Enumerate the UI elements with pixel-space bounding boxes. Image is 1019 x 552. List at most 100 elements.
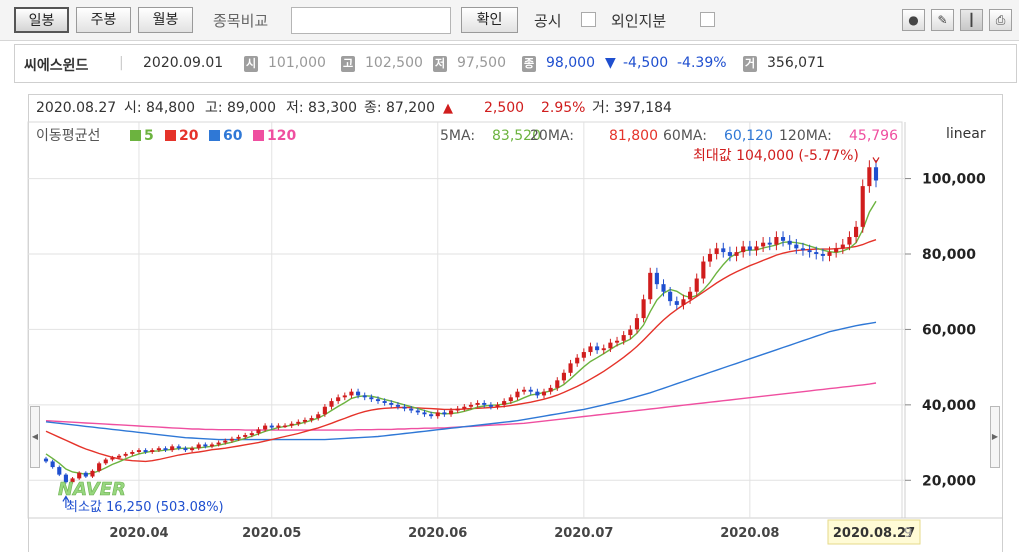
confirm-button[interactable]: 확인: [461, 7, 518, 33]
candle: [409, 408, 414, 411]
candle: [475, 402, 480, 405]
candle: [628, 329, 633, 336]
candle: [395, 404, 400, 407]
toolbar: 일봉 주봉 월봉 종목비교 확인 공시 외인지분 ● ✎ ┃ ⎙: [0, 0, 1019, 41]
ma120-line: [45, 382, 877, 431]
candle: [867, 167, 872, 187]
ma60-line: [45, 321, 877, 441]
candle: [302, 419, 308, 422]
candle: [555, 380, 560, 388]
candle: [309, 418, 314, 420]
candle: [356, 391, 361, 396]
candle: [701, 261, 706, 279]
candle: [528, 389, 533, 392]
candle: [707, 254, 713, 262]
stock-name: 씨에스윈드: [24, 58, 89, 74]
candle: [688, 291, 693, 300]
weekly-button[interactable]: 주봉: [76, 7, 131, 33]
candle: [873, 167, 879, 181]
ma20-line: [45, 239, 877, 463]
ma-value-label: 5MA:: [440, 128, 475, 144]
candle: [568, 363, 573, 373]
candle: [269, 425, 274, 428]
candle: [814, 252, 819, 254]
candle-close-label: 종:: [364, 100, 382, 116]
candle: [50, 461, 55, 468]
candle: [263, 425, 268, 430]
candle: [741, 246, 746, 253]
min-arrow-head: [62, 495, 70, 502]
scroll-right-button[interactable]: ▶: [990, 406, 1000, 468]
candle: [548, 387, 553, 392]
candle: [216, 442, 221, 445]
foreign-label: 외인지분: [611, 12, 667, 30]
y-tick-label: 60,000: [922, 322, 976, 338]
compare-input[interactable]: [291, 7, 451, 34]
ma-value: 81,800: [609, 128, 658, 144]
volume-badge: 거: [743, 56, 757, 72]
scale-label: linear: [946, 126, 986, 142]
candle: [203, 444, 208, 447]
candle: [389, 402, 394, 405]
lightbulb-icon[interactable]: ●: [902, 9, 925, 31]
candle: [535, 391, 540, 396]
candle: [807, 250, 812, 253]
daily-button[interactable]: 일봉: [14, 7, 69, 33]
candle: [488, 404, 493, 407]
candle: [455, 408, 460, 411]
max-annotation: 최대값 104,000 (-5.77%): [693, 148, 859, 164]
candle-close: 87,200: [386, 100, 435, 116]
candle: [674, 301, 679, 305]
legend-title: 이동평균선: [36, 128, 100, 144]
change-arrow: ▼: [605, 55, 616, 71]
y-tick-label: 20,000: [922, 473, 976, 489]
candle: [402, 406, 407, 409]
candle: [63, 474, 68, 483]
candle: [508, 397, 513, 402]
candle: [143, 450, 148, 452]
candle: [767, 242, 772, 245]
candle: [601, 348, 606, 351]
foreign-checkbox[interactable]: [700, 12, 715, 27]
ma5-line: [45, 200, 877, 476]
y-tick-label: 80,000: [922, 247, 976, 263]
legend-swatch: [130, 130, 141, 141]
candle: [103, 459, 108, 464]
candle-change: 2,500: [484, 100, 524, 116]
candle: [123, 453, 128, 456]
candle: [336, 397, 341, 402]
close-badge: 종: [522, 56, 536, 72]
open-value: 101,000: [268, 55, 326, 71]
candle: [854, 226, 859, 238]
disclosure-checkbox[interactable]: [581, 12, 596, 27]
candle: [209, 444, 215, 447]
candle: [170, 446, 175, 451]
ma-value: 83,520: [492, 128, 541, 144]
candle: [634, 318, 640, 330]
candle: [575, 357, 580, 364]
candle: [190, 448, 195, 451]
candle: [608, 342, 613, 349]
candle: [734, 252, 739, 256]
candle: [561, 372, 566, 381]
candle: [800, 248, 806, 251]
candle: [256, 429, 261, 434]
x-tick-label: 2020.08: [720, 526, 779, 541]
candle: [369, 397, 374, 400]
candle: [316, 414, 321, 419]
candle: [502, 401, 507, 405]
scroll-left-button[interactable]: ◀: [30, 406, 40, 468]
candle: [223, 440, 228, 443]
candle-type-icon[interactable]: ┃: [960, 9, 983, 31]
legend-label: 5: [144, 128, 154, 144]
print-icon[interactable]: ⎙: [989, 9, 1012, 31]
candle: [820, 254, 825, 256]
candle: [90, 470, 95, 477]
legend-label: 60: [223, 128, 243, 144]
draw-line-icon[interactable]: ✎: [931, 9, 954, 31]
monthly-button[interactable]: 월봉: [138, 7, 193, 33]
candle: [588, 346, 593, 353]
plot-area: [27, 121, 903, 519]
candle: [468, 404, 474, 407]
